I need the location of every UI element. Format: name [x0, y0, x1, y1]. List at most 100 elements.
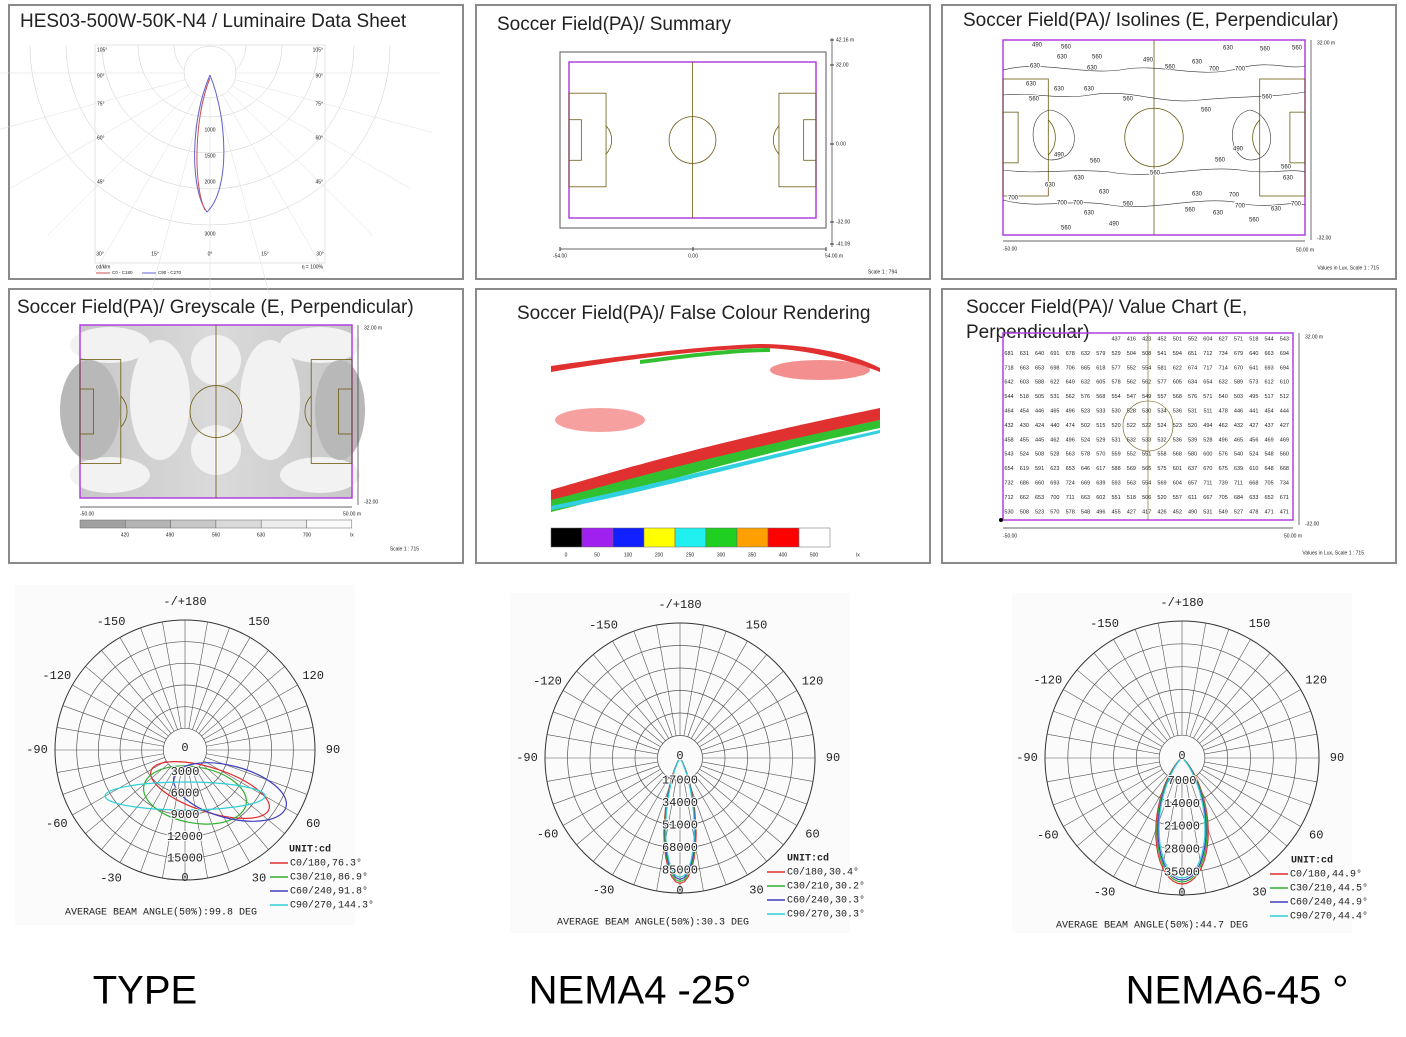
radial-label: 35000 [1164, 865, 1200, 879]
label: 30° [96, 251, 104, 257]
value-cell: 654 [1203, 380, 1212, 386]
value-cell: 540 [1219, 394, 1228, 400]
polar-spoke [192, 770, 230, 873]
value-cell: 469 [1265, 437, 1274, 443]
radial-label: 0 [1178, 749, 1185, 763]
value-cell: 423 [1142, 336, 1151, 342]
value-cell: 718 [1004, 365, 1013, 371]
label: -50.00 [80, 511, 94, 517]
isoline [1002, 168, 1306, 175]
label: 75° [97, 101, 105, 107]
angle-label: -90 [516, 751, 538, 765]
value-cell: 478 [1219, 408, 1228, 414]
value-cell: 445 [1035, 437, 1044, 443]
panel-title: Soccer Field(PA)/ False Colour Rendering [517, 303, 870, 324]
value-cell: 623 [1050, 466, 1059, 472]
polar-spoke [1047, 761, 1160, 783]
value-cell: 432 [1234, 423, 1243, 429]
value-cell: 494 [1203, 423, 1212, 429]
value-cell: 573 [1249, 380, 1258, 386]
angle-label: -30 [100, 871, 122, 885]
value-cell: 588 [1035, 380, 1044, 386]
beam-angle: AVERAGE BEAM ANGLE(50%):30.3 DEG [557, 917, 749, 929]
contour-label: 490 [1143, 58, 1154, 64]
polar-spoke [1113, 639, 1171, 739]
value-cell: 495 [1249, 394, 1258, 400]
radial-label: 21000 [1164, 820, 1200, 834]
value-cell: 631 [1020, 351, 1029, 357]
goal-box [803, 119, 817, 161]
penalty-arc [304, 395, 312, 428]
value-cell: 554 [1112, 394, 1121, 400]
label: -54.00 [553, 253, 567, 259]
contour-label: 630 [1223, 46, 1234, 52]
polar-spoke [209, 72, 433, 133]
label: 100 [624, 552, 633, 558]
angle-label: 120 [1305, 674, 1327, 688]
contour-label: 560 [1123, 97, 1134, 103]
value-cell: 528 [1203, 437, 1212, 443]
panel-title: Soccer Field(PA)/ Summary [497, 14, 732, 35]
label: 250 [686, 552, 695, 558]
polar-spoke [699, 768, 798, 826]
value-cell: 705 [1265, 480, 1274, 486]
value-cell: 522 [1142, 423, 1151, 429]
value-cell: 552 [1127, 452, 1136, 458]
value-cell: 571 [1203, 394, 1212, 400]
polar-spoke [101, 650, 172, 734]
value-cell: 577 [1157, 380, 1166, 386]
legend-label: C0/180,30.4° [787, 867, 859, 879]
value-cell: 531 [1050, 394, 1059, 400]
polar-spoke [576, 670, 663, 744]
angle-label: 150 [1249, 617, 1271, 631]
value-cell: 464 [1004, 408, 1013, 414]
value-cell: 455 [1112, 509, 1121, 515]
value-cell: 530 [1142, 408, 1151, 414]
value-cell: 440 [1050, 423, 1059, 429]
label: 15° [261, 251, 269, 257]
value-cell: 557 [1157, 394, 1166, 400]
value-cell: 654 [1004, 466, 1013, 472]
value-cell: 663 [1265, 351, 1274, 357]
value-cell: 611 [1188, 495, 1197, 501]
goal-box [1002, 111, 1019, 164]
value-cell: 578 [1112, 380, 1121, 386]
label: -32.00 [1317, 235, 1331, 241]
panel-title: Soccer Field(PA)/ Isolines (E, Perpendic… [963, 10, 1339, 31]
polar-spoke [694, 775, 768, 862]
polar-spoke [119, 768, 175, 863]
penalty-arc [605, 125, 613, 155]
polar-spoke [546, 734, 658, 755]
value-cell: 632 [1081, 351, 1090, 357]
label: 90° [315, 73, 323, 79]
panel [941, 288, 1397, 564]
angle-label: -30 [1094, 885, 1116, 899]
contour-label: 630 [1283, 176, 1294, 182]
label: 490 [166, 532, 175, 538]
value-cell: 562 [1142, 380, 1151, 386]
value-cell: 568 [1096, 394, 1105, 400]
polar-spoke [694, 654, 768, 741]
angle-label: 30 [749, 884, 763, 898]
origin-dot [999, 518, 1003, 522]
radial-label: 68000 [662, 841, 698, 855]
value-cell: 712 [1203, 351, 1212, 357]
value-cell: 622 [1173, 365, 1182, 371]
value-cell: 543 [1280, 336, 1289, 342]
legend-swatch [79, 519, 126, 529]
value-cell: 739 [1219, 480, 1228, 486]
value-cell: 508 [1035, 452, 1044, 458]
colour-band [551, 344, 880, 372]
polar-spoke [687, 631, 727, 737]
contour-label: 630 [1045, 183, 1056, 189]
intensity-curve [1158, 757, 1206, 879]
value-cell: 441 [1249, 408, 1258, 414]
value-cell: 524 [1020, 452, 1029, 458]
value-cell: 536 [1173, 437, 1182, 443]
value-cell: 517 [1265, 394, 1274, 400]
radial-label: 85000 [662, 864, 698, 878]
value-cell: 531 [1112, 437, 1121, 443]
polar-spoke [1196, 775, 1271, 864]
value-cell: 511 [1204, 408, 1213, 414]
